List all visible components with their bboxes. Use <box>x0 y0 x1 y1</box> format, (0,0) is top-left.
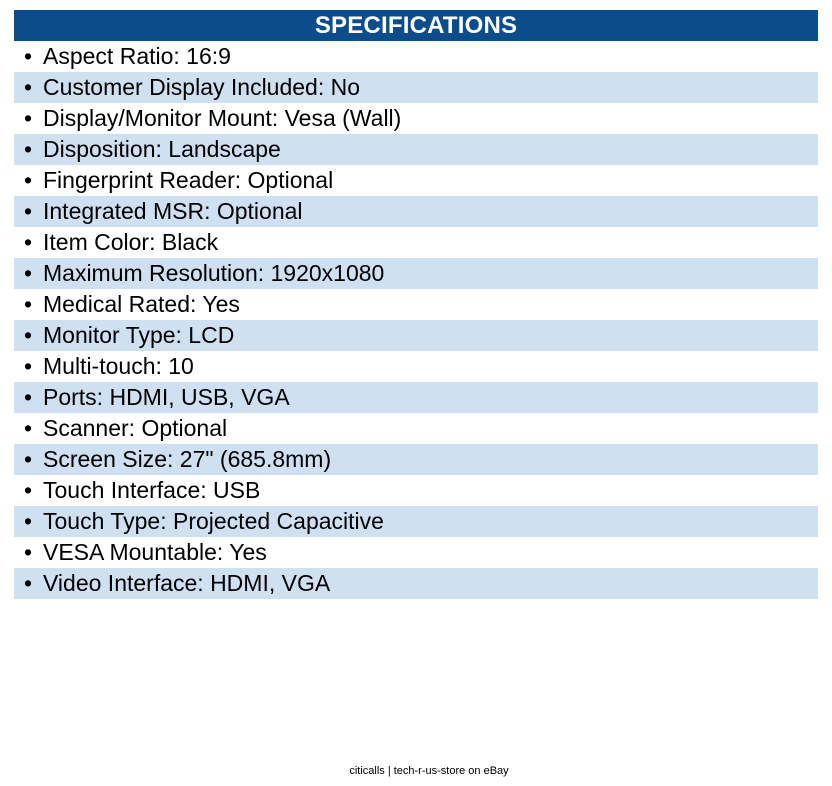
spec-text: Touch Type: Projected Capacitive <box>43 508 384 534</box>
spec-text: Touch Interface: USB <box>43 477 261 503</box>
spec-item: • Item Color: Black <box>14 227 818 258</box>
spec-text: Integrated MSR: Optional <box>43 198 303 224</box>
bullet-icon: • <box>24 322 33 348</box>
spec-item: • Fingerprint Reader: Optional <box>14 165 818 196</box>
spec-item: • Screen Size: 27" (685.8mm) <box>14 444 818 475</box>
spec-item: • Disposition: Landscape <box>14 134 818 165</box>
spec-item: • Medical Rated: Yes <box>14 289 818 320</box>
spec-text: Scanner: Optional <box>43 415 228 441</box>
bullet-icon: • <box>24 136 33 162</box>
bullet-icon: • <box>24 260 33 286</box>
bullet-icon: • <box>24 570 33 596</box>
spec-text: Fingerprint Reader: Optional <box>43 167 334 193</box>
spec-list: • Aspect Ratio: 16:9 • Customer Display In… <box>14 41 818 599</box>
spec-text: Medical Rated: Yes <box>43 291 240 317</box>
spec-item: • Aspect Ratio: 16:9 <box>14 41 818 72</box>
spec-text: Maximum Resolution: 1920x1080 <box>43 260 385 286</box>
spec-text: Screen Size: 27" (685.8mm) <box>43 446 332 472</box>
spec-text: Video Interface: HDMI, VGA <box>43 570 331 596</box>
bullet-icon: • <box>24 198 33 224</box>
bullet-icon: • <box>24 43 33 69</box>
spec-item: • Display/Monitor Mount: Vesa (Wall) <box>14 103 818 134</box>
spec-text: Disposition: Landscape <box>43 136 281 162</box>
spec-text: Customer Display Included: No <box>43 74 361 100</box>
spec-item: • Video Interface: HDMI, VGA <box>14 568 818 599</box>
spec-text: Monitor Type: LCD <box>43 322 235 348</box>
footer-credit: citicalls | tech-r-us-store on eBay <box>349 765 509 777</box>
spec-text: Display/Monitor Mount: Vesa (Wall) <box>43 105 402 131</box>
spec-text: Ports: HDMI, USB, VGA <box>43 384 290 410</box>
bullet-icon: • <box>24 353 33 379</box>
spec-item: • Ports: HDMI, USB, VGA <box>14 382 818 413</box>
spec-item: • VESA Mountable: Yes <box>14 537 818 568</box>
spec-text: Item Color: Black <box>43 229 219 255</box>
bullet-icon: • <box>24 477 33 503</box>
spec-item: • Customer Display Included: No <box>14 72 818 103</box>
spec-item: • Multi-touch: 10 <box>14 351 818 382</box>
bullet-icon: • <box>24 167 33 193</box>
specifications-title: SPECIFICATIONS <box>14 10 818 41</box>
bullet-icon: • <box>24 105 33 131</box>
spec-text: Aspect Ratio: 16:9 <box>43 43 231 69</box>
spec-text: Multi-touch: 10 <box>43 353 194 379</box>
bullet-icon: • <box>24 415 33 441</box>
spec-item: • Maximum Resolution: 1920x1080 <box>14 258 818 289</box>
spec-item: • Monitor Type: LCD <box>14 320 818 351</box>
bullet-icon: • <box>24 384 33 410</box>
specifications-table: SPECIFICATIONS • Aspect Ratio: 16:9 • Cust… <box>14 10 818 599</box>
bullet-icon: • <box>24 508 33 534</box>
spec-item: • Touch Type: Projected Capacitive <box>14 506 818 537</box>
bullet-icon: • <box>24 539 33 565</box>
spec-item: • Integrated MSR: Optional <box>14 196 818 227</box>
spec-item: • Touch Interface: USB <box>14 475 818 506</box>
bullet-icon: • <box>24 74 33 100</box>
bullet-icon: • <box>24 229 33 255</box>
spec-item: • Scanner: Optional <box>14 413 818 444</box>
bullet-icon: • <box>24 291 33 317</box>
bullet-icon: • <box>24 446 33 472</box>
spec-text: VESA Mountable: Yes <box>43 539 267 565</box>
